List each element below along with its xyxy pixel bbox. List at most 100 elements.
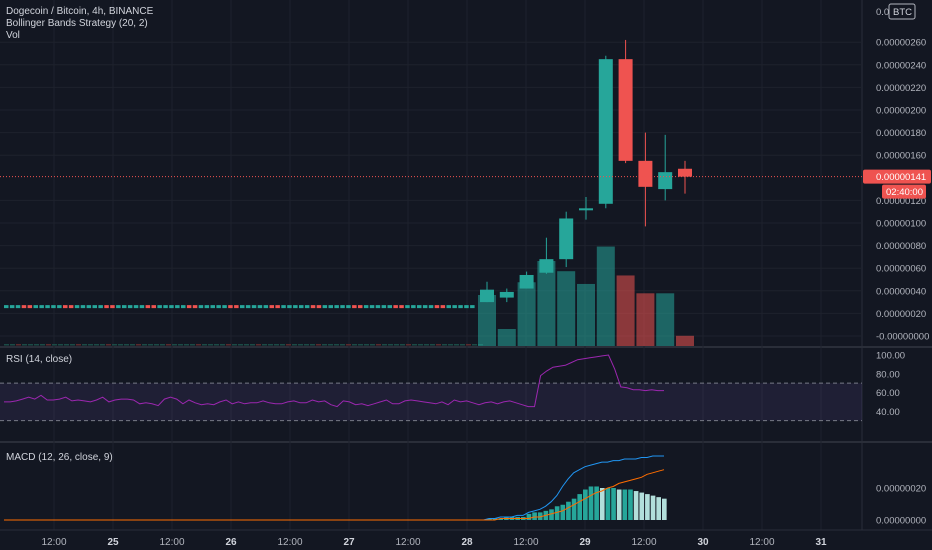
volume-bar [160,344,165,346]
macd-histogram-bar [588,486,594,520]
candle [15,305,21,309]
volume-bar [466,344,471,346]
candle [464,305,469,309]
macd-histogram-bar [566,501,571,520]
time-tick-label: 12:00 [513,537,538,548]
candle [80,305,86,309]
candle [27,305,33,309]
candle [458,305,463,309]
volume-bar [268,344,273,346]
time-tick-label: 25 [107,537,119,548]
macd-histogram-bar [594,486,599,520]
price-tick-label: 0.00000020 [876,309,926,320]
volume-bar [106,344,111,346]
volume-label[interactable]: Vol [6,30,20,41]
candle [151,305,156,309]
volume-bar [34,344,39,346]
volume-bar [340,344,345,346]
volume-bar [472,344,477,346]
time-axis[interactable]: 12:00 25 12:00 26 12:00 27 12:00 28 12:00 29 12:00… [0,529,932,548]
volume-bar [376,344,381,346]
volume-bar [262,344,267,346]
volume-bar [636,293,655,346]
candle [446,305,451,309]
candle-body [519,274,534,289]
macd-histogram-bar [549,509,554,520]
price-tick-label: 0.00000120 [876,196,926,207]
macd-histogram-bar [583,489,588,520]
time-tick-label: 26 [225,537,237,548]
volume-bar [370,344,375,346]
candle [222,305,227,309]
volume-bar [226,344,231,346]
candle-body [499,291,514,298]
candle-body [539,259,554,273]
volume-bar [322,344,327,346]
volume-bar [304,344,309,346]
candle [163,305,168,309]
candle-body [618,59,633,161]
volume-bar [58,344,63,346]
volume-bar [497,329,516,346]
time-tick-label: 28 [461,537,473,548]
volume-bar [334,344,339,346]
candle [381,305,387,309]
candle [181,305,186,309]
macd-label[interactable]: MACD (12, 26, close, 9) [6,452,113,463]
price-tick-label: 0.00000240 [876,60,926,71]
candle-body [638,160,653,187]
macd-histogram-bar [633,491,639,520]
time-tick-label: 12:00 [395,537,420,548]
volume-bar [124,344,129,346]
candle [110,305,115,309]
volume-bar [400,344,405,346]
candle [287,305,292,309]
candle [228,305,233,309]
volume-bar [328,344,333,346]
candle [157,305,162,309]
volume-bar [208,344,213,346]
candle [263,305,269,309]
candle [293,305,298,309]
candle [104,305,109,309]
volume-bar [82,344,87,346]
candle [257,305,263,309]
rsi-line [4,354,664,408]
candle [74,305,80,309]
volume-bar [136,344,141,346]
price-tick-label: 0.00000080 [876,241,926,252]
candle [299,305,304,309]
current-price-badge [863,169,931,184]
candlestick-series [0,39,862,309]
price-tick-label: 0.0 [876,7,889,18]
volume-bar [250,344,255,346]
macd-histogram-bar [616,489,622,520]
countdown-badge [882,184,926,199]
macd-tick-label: 0.00000000 [876,516,926,527]
rsi-label[interactable]: RSI (14, close) [6,354,73,365]
currency-badge[interactable] [888,3,916,20]
candle [358,305,363,309]
strategy-label[interactable]: Bollinger Bands Strategy (20, 2) [6,18,148,29]
candle [57,305,62,309]
volume-bar [166,344,171,346]
volume-bar [274,344,279,346]
price-tick-label: 0.00000260 [876,38,926,49]
candle [198,305,204,309]
volume-bar [616,275,635,346]
candle [375,305,381,309]
countdown-label: 02:40:00 [886,187,923,198]
volume-bar [70,344,75,346]
macd-histogram-bar [645,494,650,520]
volume-bar [292,344,297,346]
price-tick-label: 0.00000200 [876,106,926,117]
symbol-title[interactable]: Dogecoin / Bitcoin, 4h, BINANCE [6,6,154,17]
volume-bar [112,344,117,346]
volume-bar [358,344,363,346]
volume-bar [298,344,303,346]
volume-bar [280,344,285,346]
candle [9,305,15,309]
volume-bar [478,295,496,346]
price-axis[interactable]: 0.00000260 0.00000240 0.00000220 0.00000200… [863,3,931,343]
